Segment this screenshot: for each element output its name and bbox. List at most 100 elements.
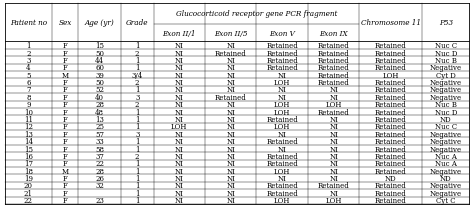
- Text: LOH: LOH: [274, 123, 291, 131]
- Text: F: F: [63, 152, 67, 160]
- Text: Retained: Retained: [318, 79, 349, 87]
- Text: Retained: Retained: [375, 42, 407, 50]
- Text: NI: NI: [175, 57, 184, 65]
- Text: LOH: LOH: [383, 71, 399, 79]
- Text: LOH: LOH: [171, 123, 187, 131]
- Text: Chromosome 11: Chromosome 11: [361, 19, 421, 27]
- Text: 8: 8: [26, 93, 30, 101]
- Text: Retained: Retained: [318, 108, 349, 116]
- Text: 1: 1: [135, 167, 139, 175]
- Text: F: F: [63, 189, 67, 197]
- Text: NI: NI: [226, 115, 235, 123]
- Text: F: F: [63, 145, 67, 153]
- Text: Negative: Negative: [429, 64, 462, 72]
- Text: 17: 17: [24, 159, 33, 167]
- Text: NI: NI: [278, 86, 287, 94]
- Text: 2: 2: [26, 49, 30, 57]
- Text: 1: 1: [135, 137, 139, 145]
- Text: Retained: Retained: [266, 137, 298, 145]
- Text: 1: 1: [135, 145, 139, 153]
- Text: NI: NI: [226, 42, 235, 50]
- Text: NI: NI: [175, 159, 184, 167]
- Text: 16: 16: [24, 152, 33, 160]
- Text: Retained: Retained: [266, 115, 298, 123]
- Text: F: F: [63, 101, 67, 109]
- Text: LOH: LOH: [326, 196, 342, 204]
- Text: 6: 6: [26, 79, 30, 87]
- Text: NI: NI: [329, 167, 338, 175]
- Text: 15: 15: [24, 145, 33, 153]
- Text: Retained: Retained: [375, 86, 407, 94]
- Text: Age (yr): Age (yr): [85, 19, 114, 27]
- Text: Grade: Grade: [126, 19, 148, 27]
- Text: NI: NI: [175, 152, 184, 160]
- Text: Retained: Retained: [375, 137, 407, 145]
- Text: 4: 4: [26, 64, 30, 72]
- Text: 1: 1: [135, 42, 139, 50]
- Text: NI: NI: [226, 57, 235, 65]
- Text: NI: NI: [226, 174, 235, 182]
- Text: 11: 11: [24, 115, 33, 123]
- Text: LOH: LOH: [274, 101, 291, 109]
- Text: Cyt D: Cyt D: [436, 71, 456, 79]
- Text: NI: NI: [329, 115, 338, 123]
- Text: 1: 1: [135, 196, 139, 204]
- Text: F: F: [63, 181, 67, 190]
- Text: 32: 32: [95, 181, 104, 190]
- Text: 52: 52: [95, 86, 104, 94]
- Text: NI: NI: [329, 159, 338, 167]
- Text: Nuc D: Nuc D: [435, 49, 457, 57]
- Text: Negative: Negative: [429, 145, 462, 153]
- Text: F: F: [63, 64, 67, 72]
- Text: 12: 12: [24, 123, 33, 131]
- Text: Retained: Retained: [318, 64, 349, 72]
- Text: NI: NI: [329, 137, 338, 145]
- Text: ND: ND: [440, 174, 452, 182]
- Text: 44: 44: [95, 57, 104, 65]
- Text: F: F: [63, 86, 67, 94]
- Text: 2: 2: [135, 152, 139, 160]
- Text: NI: NI: [278, 71, 287, 79]
- Text: NI: NI: [329, 152, 338, 160]
- Text: Exon II/5: Exon II/5: [214, 29, 247, 37]
- Text: Retained: Retained: [318, 71, 349, 79]
- Text: Retained: Retained: [215, 93, 246, 101]
- Text: LOH: LOH: [326, 101, 342, 109]
- Text: NI: NI: [226, 152, 235, 160]
- Text: 14: 14: [24, 137, 33, 145]
- Text: 22: 22: [24, 196, 33, 204]
- Text: NI: NI: [278, 130, 287, 138]
- Text: NI: NI: [175, 189, 184, 197]
- Text: NI: NI: [175, 42, 184, 50]
- Text: NI: NI: [175, 145, 184, 153]
- Text: F: F: [63, 196, 67, 204]
- Text: 37: 37: [95, 152, 104, 160]
- Text: Retained: Retained: [375, 152, 407, 160]
- Text: 5: 5: [26, 71, 30, 79]
- Text: Retained: Retained: [266, 181, 298, 190]
- Text: NI: NI: [175, 101, 184, 109]
- Text: Retained: Retained: [266, 57, 298, 65]
- Text: Nuc C: Nuc C: [435, 42, 457, 50]
- Text: NI: NI: [175, 108, 184, 116]
- Text: Negative: Negative: [429, 189, 462, 197]
- Text: F: F: [63, 42, 67, 50]
- Text: NI: NI: [226, 167, 235, 175]
- Text: NI: NI: [175, 181, 184, 190]
- Text: 1: 1: [135, 189, 139, 197]
- Text: F: F: [63, 57, 67, 65]
- Text: Retained: Retained: [266, 189, 298, 197]
- Text: NI: NI: [226, 181, 235, 190]
- Text: NI: NI: [226, 196, 235, 204]
- Text: 3: 3: [135, 93, 139, 101]
- Text: F: F: [63, 93, 67, 101]
- Text: NI: NI: [175, 71, 184, 79]
- Text: 15: 15: [95, 42, 104, 50]
- Text: Retained: Retained: [375, 93, 407, 101]
- Text: M: M: [62, 167, 69, 175]
- Text: 1: 1: [135, 108, 139, 116]
- Text: Retained: Retained: [375, 64, 407, 72]
- Text: NI: NI: [226, 108, 235, 116]
- Text: NI: NI: [226, 159, 235, 167]
- Text: Exon V: Exon V: [269, 29, 295, 37]
